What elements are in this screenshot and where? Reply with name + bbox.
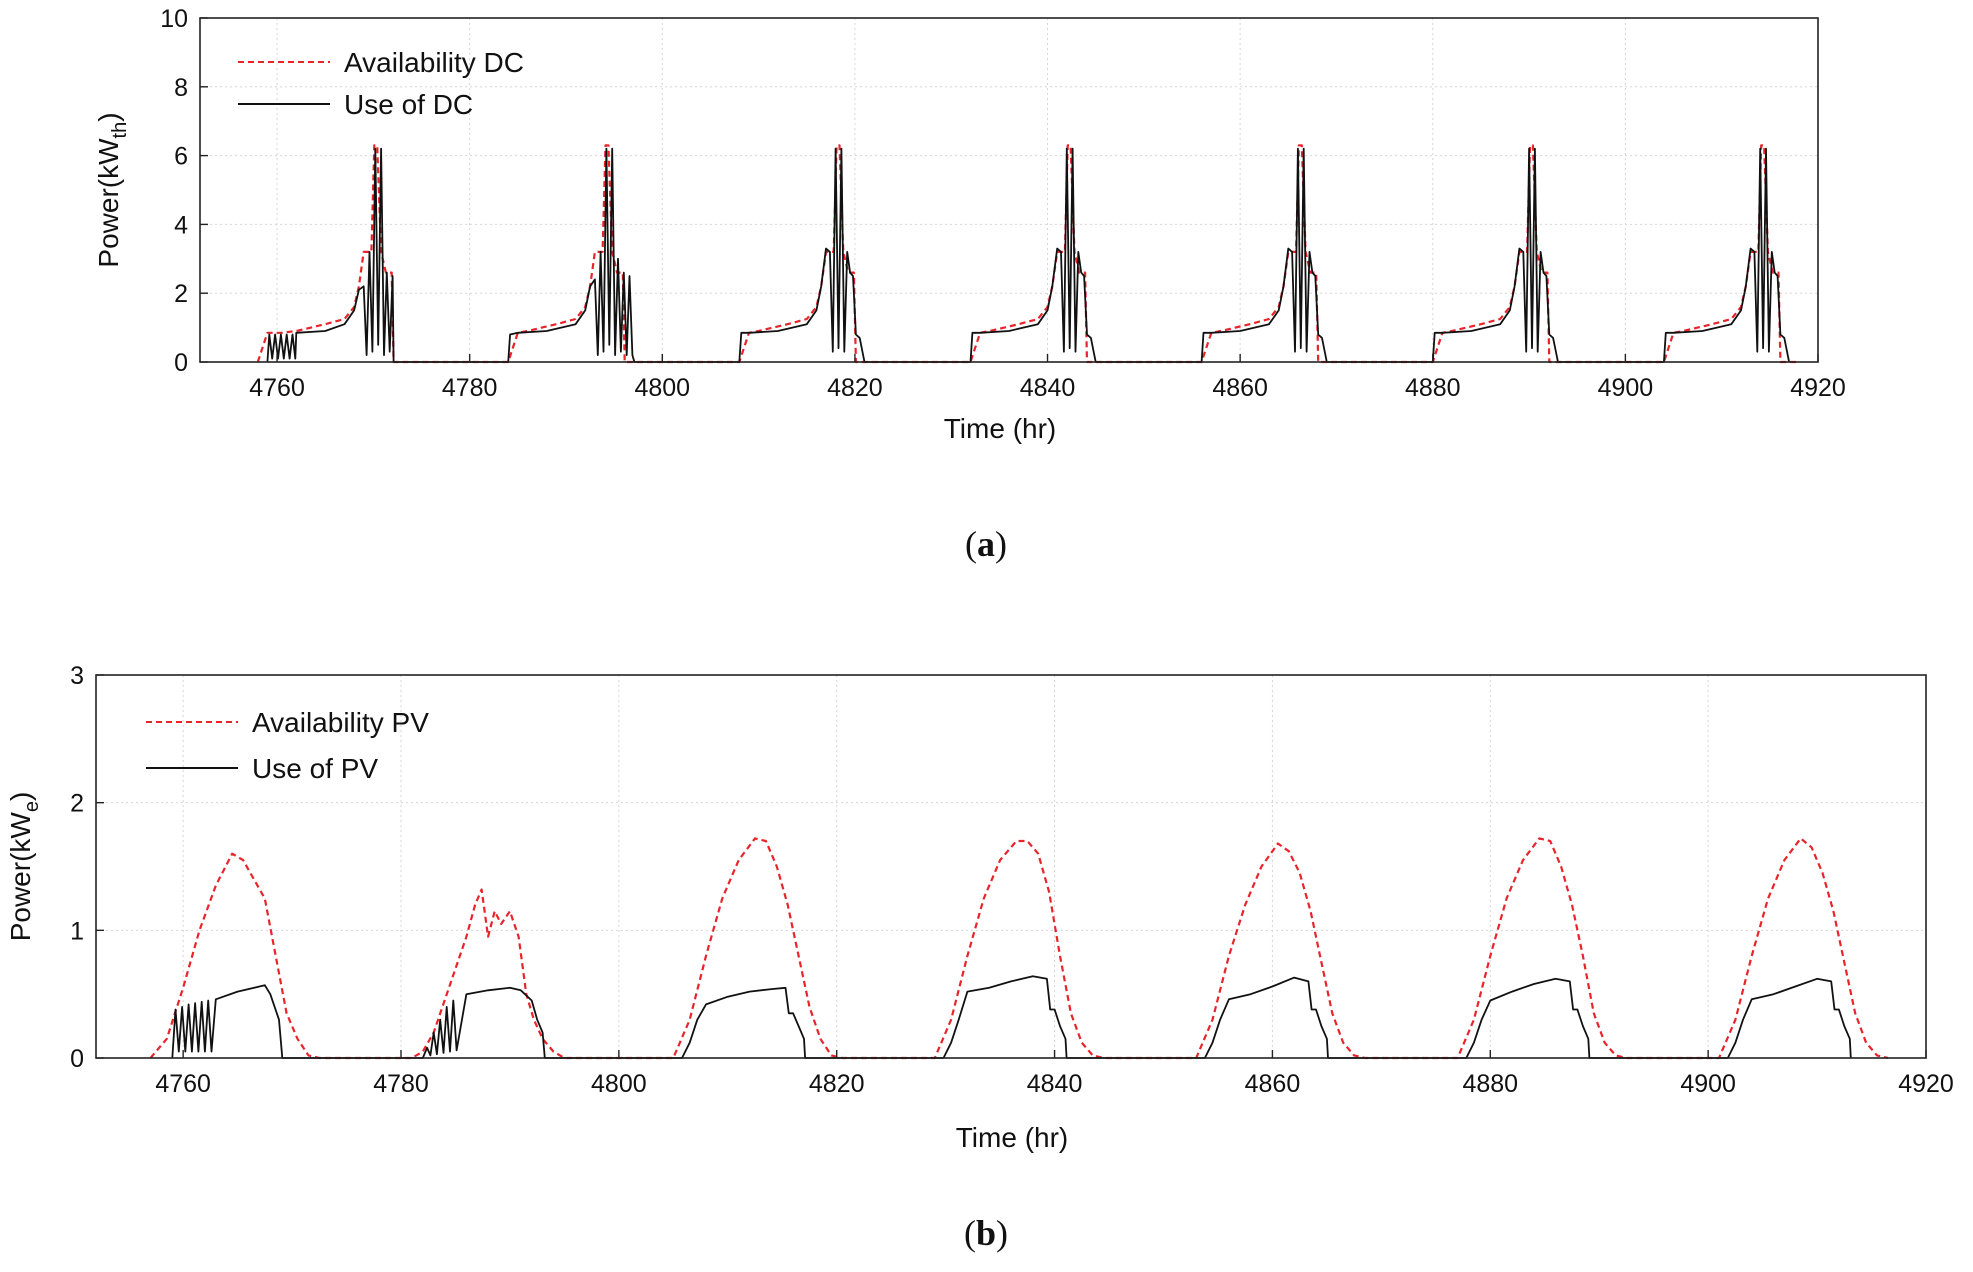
x-tick-label: 4900 (1680, 1070, 1736, 1098)
x-tick-label: 4860 (1212, 374, 1268, 402)
legend-label-use-of-pv: Use of PV (252, 753, 378, 784)
x-axis-label: Time (hr) (944, 413, 1057, 444)
x-tick-label: 4800 (591, 1070, 647, 1098)
y-axis-label: Power(kWth) (93, 112, 131, 267)
series-line-use-of-pv (171, 975, 1852, 1059)
y-tick-label: 4 (174, 211, 188, 239)
x-tick-label: 4900 (1598, 374, 1654, 402)
legend: Availability PV Use of PV (146, 707, 429, 784)
y-axis-label-close: ) (5, 792, 36, 801)
chart-panel-b: 4760 4780 4800 4820 4840 4860 4880 4900 4920 0 1 2 3… (5, 662, 1954, 1253)
x-tick-label: 4800 (634, 374, 690, 402)
x-tick-label: 4780 (373, 1070, 429, 1098)
y-tick-label: 8 (174, 74, 188, 102)
y-tick-label: 2 (174, 280, 188, 308)
y-axis-label-main: Power(kW (93, 138, 124, 268)
chart-panel-a: 4760 4780 4800 4820 4840 4860 4880 4900 4920 0 2 4 6… (93, 5, 1846, 564)
series-line-use-of-dc (266, 147, 1790, 363)
series-line-availability-pv (149, 837, 1889, 1060)
y-tick-label: 0 (174, 349, 188, 377)
panel-caption-a: (a) (965, 524, 1007, 564)
axes-frame (199, 17, 1819, 363)
y-axis-label-subscript: e (21, 801, 43, 812)
legend-label-availability-dc: Availability DC (344, 47, 524, 78)
panel-caption-b: (b) (964, 1213, 1008, 1253)
x-tick-label: 4820 (809, 1070, 865, 1098)
x-tick-label: 4840 (1027, 1070, 1083, 1098)
panel-caption-b-letter: b (976, 1213, 996, 1253)
tick-labels: 4760 4780 4800 4820 4840 4860 4880 4900 4920 0 2 4 6… (160, 5, 1846, 402)
plot-area (149, 837, 1889, 1060)
y-axis-label-main: Power(kW (5, 812, 36, 942)
x-tick-label: 4920 (1790, 374, 1846, 402)
y-tick-label: 0 (70, 1045, 84, 1073)
y-axis-label: Power(kWe) (5, 792, 43, 942)
legend-label-use-of-dc: Use of DC (344, 89, 473, 120)
x-tick-label: 4880 (1462, 1070, 1518, 1098)
x-tick-label: 4840 (1020, 374, 1076, 402)
x-tick-label: 4820 (827, 374, 883, 402)
x-axis-label: Time (hr) (956, 1122, 1069, 1153)
y-tick-label: 1 (70, 917, 84, 945)
series-line-availability-dc (256, 144, 1799, 364)
x-tick-label: 4880 (1405, 374, 1461, 402)
y-tick-label: 2 (70, 790, 84, 818)
x-tick-label: 4920 (1898, 1070, 1954, 1098)
x-tick-label: 4860 (1245, 1070, 1301, 1098)
y-tick-label: 3 (70, 662, 84, 690)
legend-label-availability-pv: Availability PV (252, 707, 429, 738)
y-tick-label: 6 (174, 143, 188, 171)
plot-area (256, 144, 1799, 364)
y-axis-label-subscript: th (109, 122, 131, 139)
axes-frame (95, 674, 1927, 1059)
panel-caption-a-letter: a (977, 524, 995, 564)
tick-labels: 4760 4780 4800 4820 4840 4860 4880 4900 4920 0 1 2 3 (70, 662, 1954, 1098)
x-tick-label: 4760 (155, 1070, 211, 1098)
x-tick-label: 4760 (249, 374, 305, 402)
x-tick-label: 4780 (442, 374, 498, 402)
y-axis-label-close: ) (93, 112, 124, 121)
legend: Availability DC Use of DC (238, 47, 524, 120)
y-tick-label: 10 (160, 5, 188, 33)
